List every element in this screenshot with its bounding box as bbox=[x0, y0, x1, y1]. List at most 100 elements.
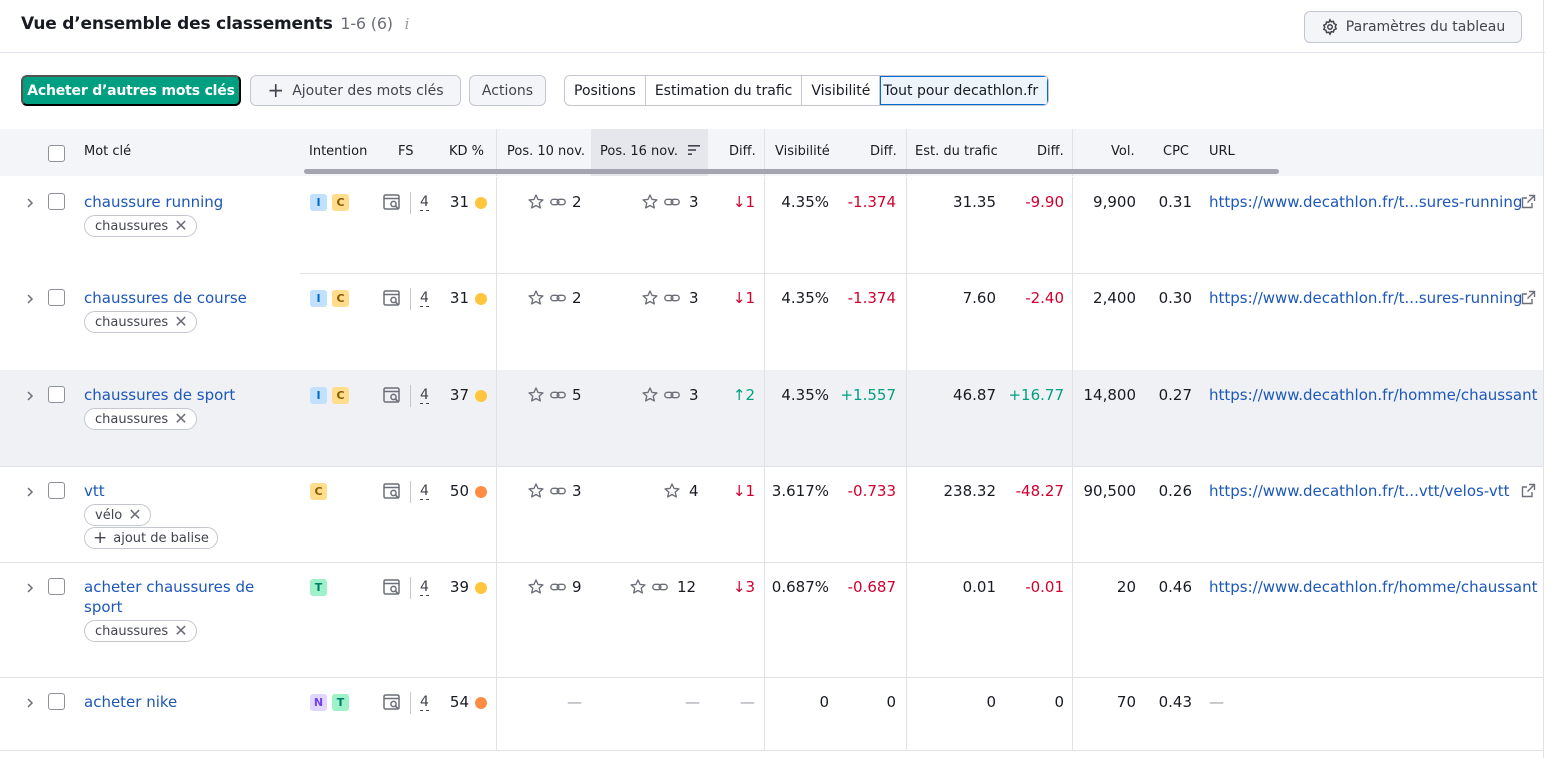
column-divider bbox=[1072, 677, 1073, 750]
visibility-diff: -0.687 bbox=[847, 578, 896, 596]
col-url[interactable]: URL bbox=[1209, 144, 1235, 159]
link-icon bbox=[663, 386, 681, 404]
add-keywords-button[interactable]: + Ajouter des mots clés bbox=[250, 75, 461, 106]
col-diff[interactable]: Diff. bbox=[729, 144, 756, 159]
row-checkbox[interactable] bbox=[48, 578, 65, 595]
keyword-tag[interactable]: vélo ✕ bbox=[84, 504, 151, 526]
col-pos-1[interactable]: Pos. 10 nov. bbox=[507, 144, 586, 159]
kd-value: 31 bbox=[449, 289, 469, 307]
expand-chevron-icon[interactable] bbox=[25, 581, 35, 593]
traffic-diff: +16.77 bbox=[1008, 386, 1064, 404]
col-intent[interactable]: Intention bbox=[309, 144, 368, 159]
expand-chevron-icon[interactable] bbox=[25, 389, 35, 401]
keyword-link[interactable]: chaussure running bbox=[84, 193, 224, 211]
header-divider bbox=[496, 129, 497, 176]
ranking-url-link[interactable]: https://www.decathlon.fr/t...vtt/velos-v… bbox=[1209, 482, 1510, 500]
cpc-value: 0.26 bbox=[1158, 482, 1192, 500]
row-checkbox[interactable] bbox=[48, 482, 65, 499]
external-link-icon[interactable] bbox=[1521, 290, 1536, 305]
star-icon bbox=[629, 578, 647, 596]
serp-feature-count[interactable]: 4 bbox=[420, 194, 429, 211]
keyword-tag[interactable]: chaussures ✕ bbox=[84, 620, 197, 642]
remove-tag-icon[interactable]: ✕ bbox=[174, 409, 188, 428]
gear-icon bbox=[1322, 18, 1337, 36]
horizontal-scrollbar[interactable] bbox=[304, 169, 1279, 174]
serp-features-icon[interactable] bbox=[383, 694, 402, 711]
actions-button[interactable]: Actions bbox=[469, 75, 546, 106]
ranking-url-link[interactable]: https://www.decathlon.fr/homme/chaussant bbox=[1209, 578, 1538, 596]
ranking-url-link[interactable]: https://www.decathlon.fr/t...sures-runni… bbox=[1209, 193, 1523, 211]
serp-features-icon[interactable] bbox=[383, 387, 402, 404]
row-checkbox[interactable] bbox=[48, 693, 65, 710]
expand-chevron-icon[interactable] bbox=[25, 196, 35, 208]
col-keyword[interactable]: Mot clé bbox=[84, 144, 132, 159]
col-visibility[interactable]: Visibilité bbox=[775, 144, 830, 159]
col-visibility-diff[interactable]: Diff. bbox=[870, 144, 897, 159]
serp-features-icon[interactable] bbox=[383, 579, 402, 596]
intent-badge: I bbox=[310, 387, 327, 404]
keyword-tag[interactable]: chaussures ✕ bbox=[84, 311, 197, 333]
ranking-url-link[interactable]: https://www.decathlon.fr/t...sures-runni… bbox=[1209, 289, 1523, 307]
traffic-value: 46.87 bbox=[953, 386, 996, 404]
serp-feature-count[interactable]: 4 bbox=[420, 483, 429, 500]
col-traffic-diff[interactable]: Diff. bbox=[1037, 144, 1064, 159]
kd-value: 39 bbox=[449, 578, 469, 596]
visibility-diff: -0.733 bbox=[847, 482, 896, 500]
tab-all-for-domain[interactable]: Tout pour decathlon.fr bbox=[880, 76, 1049, 105]
keyword-link[interactable]: acheter nike bbox=[84, 693, 178, 711]
external-link-icon[interactable] bbox=[1521, 194, 1536, 209]
serp-feature-count[interactable]: 4 bbox=[420, 579, 429, 596]
table-row bbox=[0, 370, 1543, 466]
page-title-text: Vue d’ensemble des classements bbox=[21, 14, 333, 34]
keyword-link[interactable]: vtt bbox=[84, 482, 105, 500]
keyword-link[interactable]: chaussures de course bbox=[84, 289, 247, 307]
fs-divider bbox=[410, 288, 411, 310]
expand-chevron-icon[interactable] bbox=[25, 292, 35, 304]
row-checkbox[interactable] bbox=[48, 289, 65, 306]
col-pos-2[interactable]: Pos. 16 nov. bbox=[600, 144, 701, 159]
visibility-diff: -1.374 bbox=[847, 289, 896, 307]
cpc-value: 0.30 bbox=[1158, 289, 1192, 307]
col-traffic[interactable]: Est. du trafic bbox=[915, 144, 998, 159]
ranking-url-link[interactable]: https://www.decathlon.fr/homme/chaussant bbox=[1209, 386, 1538, 404]
keyword-tag[interactable]: chaussures ✕ bbox=[84, 215, 197, 237]
column-divider bbox=[764, 177, 765, 273]
col-fs[interactable]: FS bbox=[398, 144, 414, 159]
table-settings-button[interactable]: Paramètres du tableau bbox=[1304, 11, 1522, 43]
position-diff: ↓3 bbox=[732, 578, 755, 596]
select-all-checkbox[interactable] bbox=[48, 145, 65, 162]
external-link-icon[interactable] bbox=[1521, 483, 1536, 498]
serp-feature-count[interactable]: 4 bbox=[420, 290, 429, 307]
info-icon[interactable]: i bbox=[404, 15, 410, 33]
row-checkbox[interactable] bbox=[48, 386, 65, 403]
row-checkbox[interactable] bbox=[48, 193, 65, 210]
keyword-link[interactable]: acheter chaussures de sport bbox=[84, 578, 255, 616]
keyword-tag[interactable]: chaussures ✕ bbox=[84, 408, 197, 430]
serp-features-icon[interactable] bbox=[383, 290, 402, 307]
col-volume[interactable]: Vol. bbox=[1111, 144, 1135, 159]
remove-tag-icon[interactable]: ✕ bbox=[128, 505, 142, 524]
expand-chevron-icon[interactable] bbox=[25, 485, 35, 497]
column-divider bbox=[906, 562, 907, 677]
column-divider bbox=[906, 677, 907, 750]
remove-tag-icon[interactable]: ✕ bbox=[174, 216, 188, 235]
link-icon bbox=[651, 578, 669, 596]
col-cpc[interactable]: CPC bbox=[1163, 144, 1189, 159]
buy-keywords-button[interactable]: Acheter d’autres mots clés bbox=[21, 75, 241, 106]
serp-features-icon[interactable] bbox=[383, 483, 402, 500]
tag-label: vélo bbox=[95, 507, 123, 523]
tab-positions[interactable]: Positions bbox=[565, 76, 646, 105]
col-kd[interactable]: KD % bbox=[449, 144, 485, 159]
keyword-link[interactable]: chaussures de sport bbox=[84, 386, 236, 404]
volume-value: 70 bbox=[1116, 693, 1136, 711]
tab-visibility[interactable]: Visibilité bbox=[802, 76, 881, 105]
serp-features-icon[interactable] bbox=[383, 194, 402, 211]
tab-traffic-estimate[interactable]: Estimation du trafic bbox=[646, 76, 803, 105]
expand-chevron-icon[interactable] bbox=[25, 696, 35, 708]
remove-tag-icon[interactable]: ✕ bbox=[174, 312, 188, 331]
traffic-diff: -9.90 bbox=[1025, 193, 1064, 211]
serp-feature-count[interactable]: 4 bbox=[420, 387, 429, 404]
remove-tag-icon[interactable]: ✕ bbox=[174, 621, 188, 640]
serp-feature-count[interactable]: 4 bbox=[420, 694, 429, 711]
add-tag-button[interactable]: + ajout de balise bbox=[84, 527, 218, 549]
